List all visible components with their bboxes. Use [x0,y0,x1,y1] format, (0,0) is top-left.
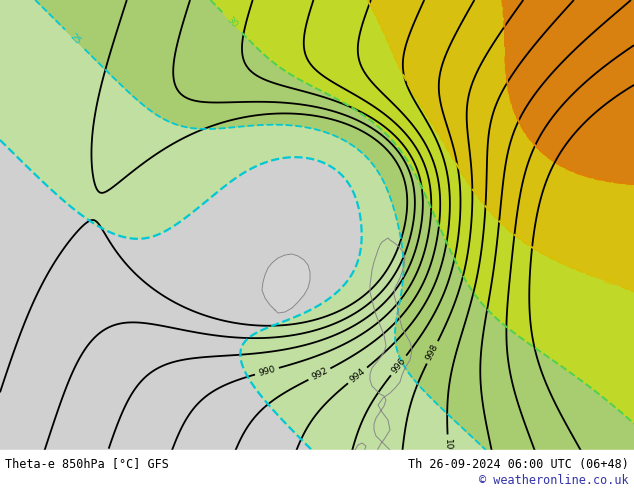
Text: © weatheronline.co.uk: © weatheronline.co.uk [479,473,629,487]
Text: 30: 30 [225,15,239,29]
Text: 996: 996 [390,356,408,375]
Text: 35: 35 [602,276,616,288]
Polygon shape [262,254,310,313]
Text: 1000: 1000 [443,439,453,463]
Text: 40: 40 [500,37,510,49]
Text: 986: 986 [32,459,46,478]
Text: Theta-e 850hPa [°C] GFS: Theta-e 850hPa [°C] GFS [5,458,169,470]
Text: 20: 20 [327,465,341,479]
Bar [0,450,634,490]
Text: 992: 992 [310,366,329,382]
Text: 998: 998 [425,343,440,362]
Text: 994: 994 [348,367,367,384]
Text: 25: 25 [68,32,82,47]
Text: Th 26-09-2024 06:00 UTC (06+48): Th 26-09-2024 06:00 UTC (06+48) [408,458,629,470]
Text: 990: 990 [257,365,276,378]
Text: 988: 988 [98,451,112,470]
